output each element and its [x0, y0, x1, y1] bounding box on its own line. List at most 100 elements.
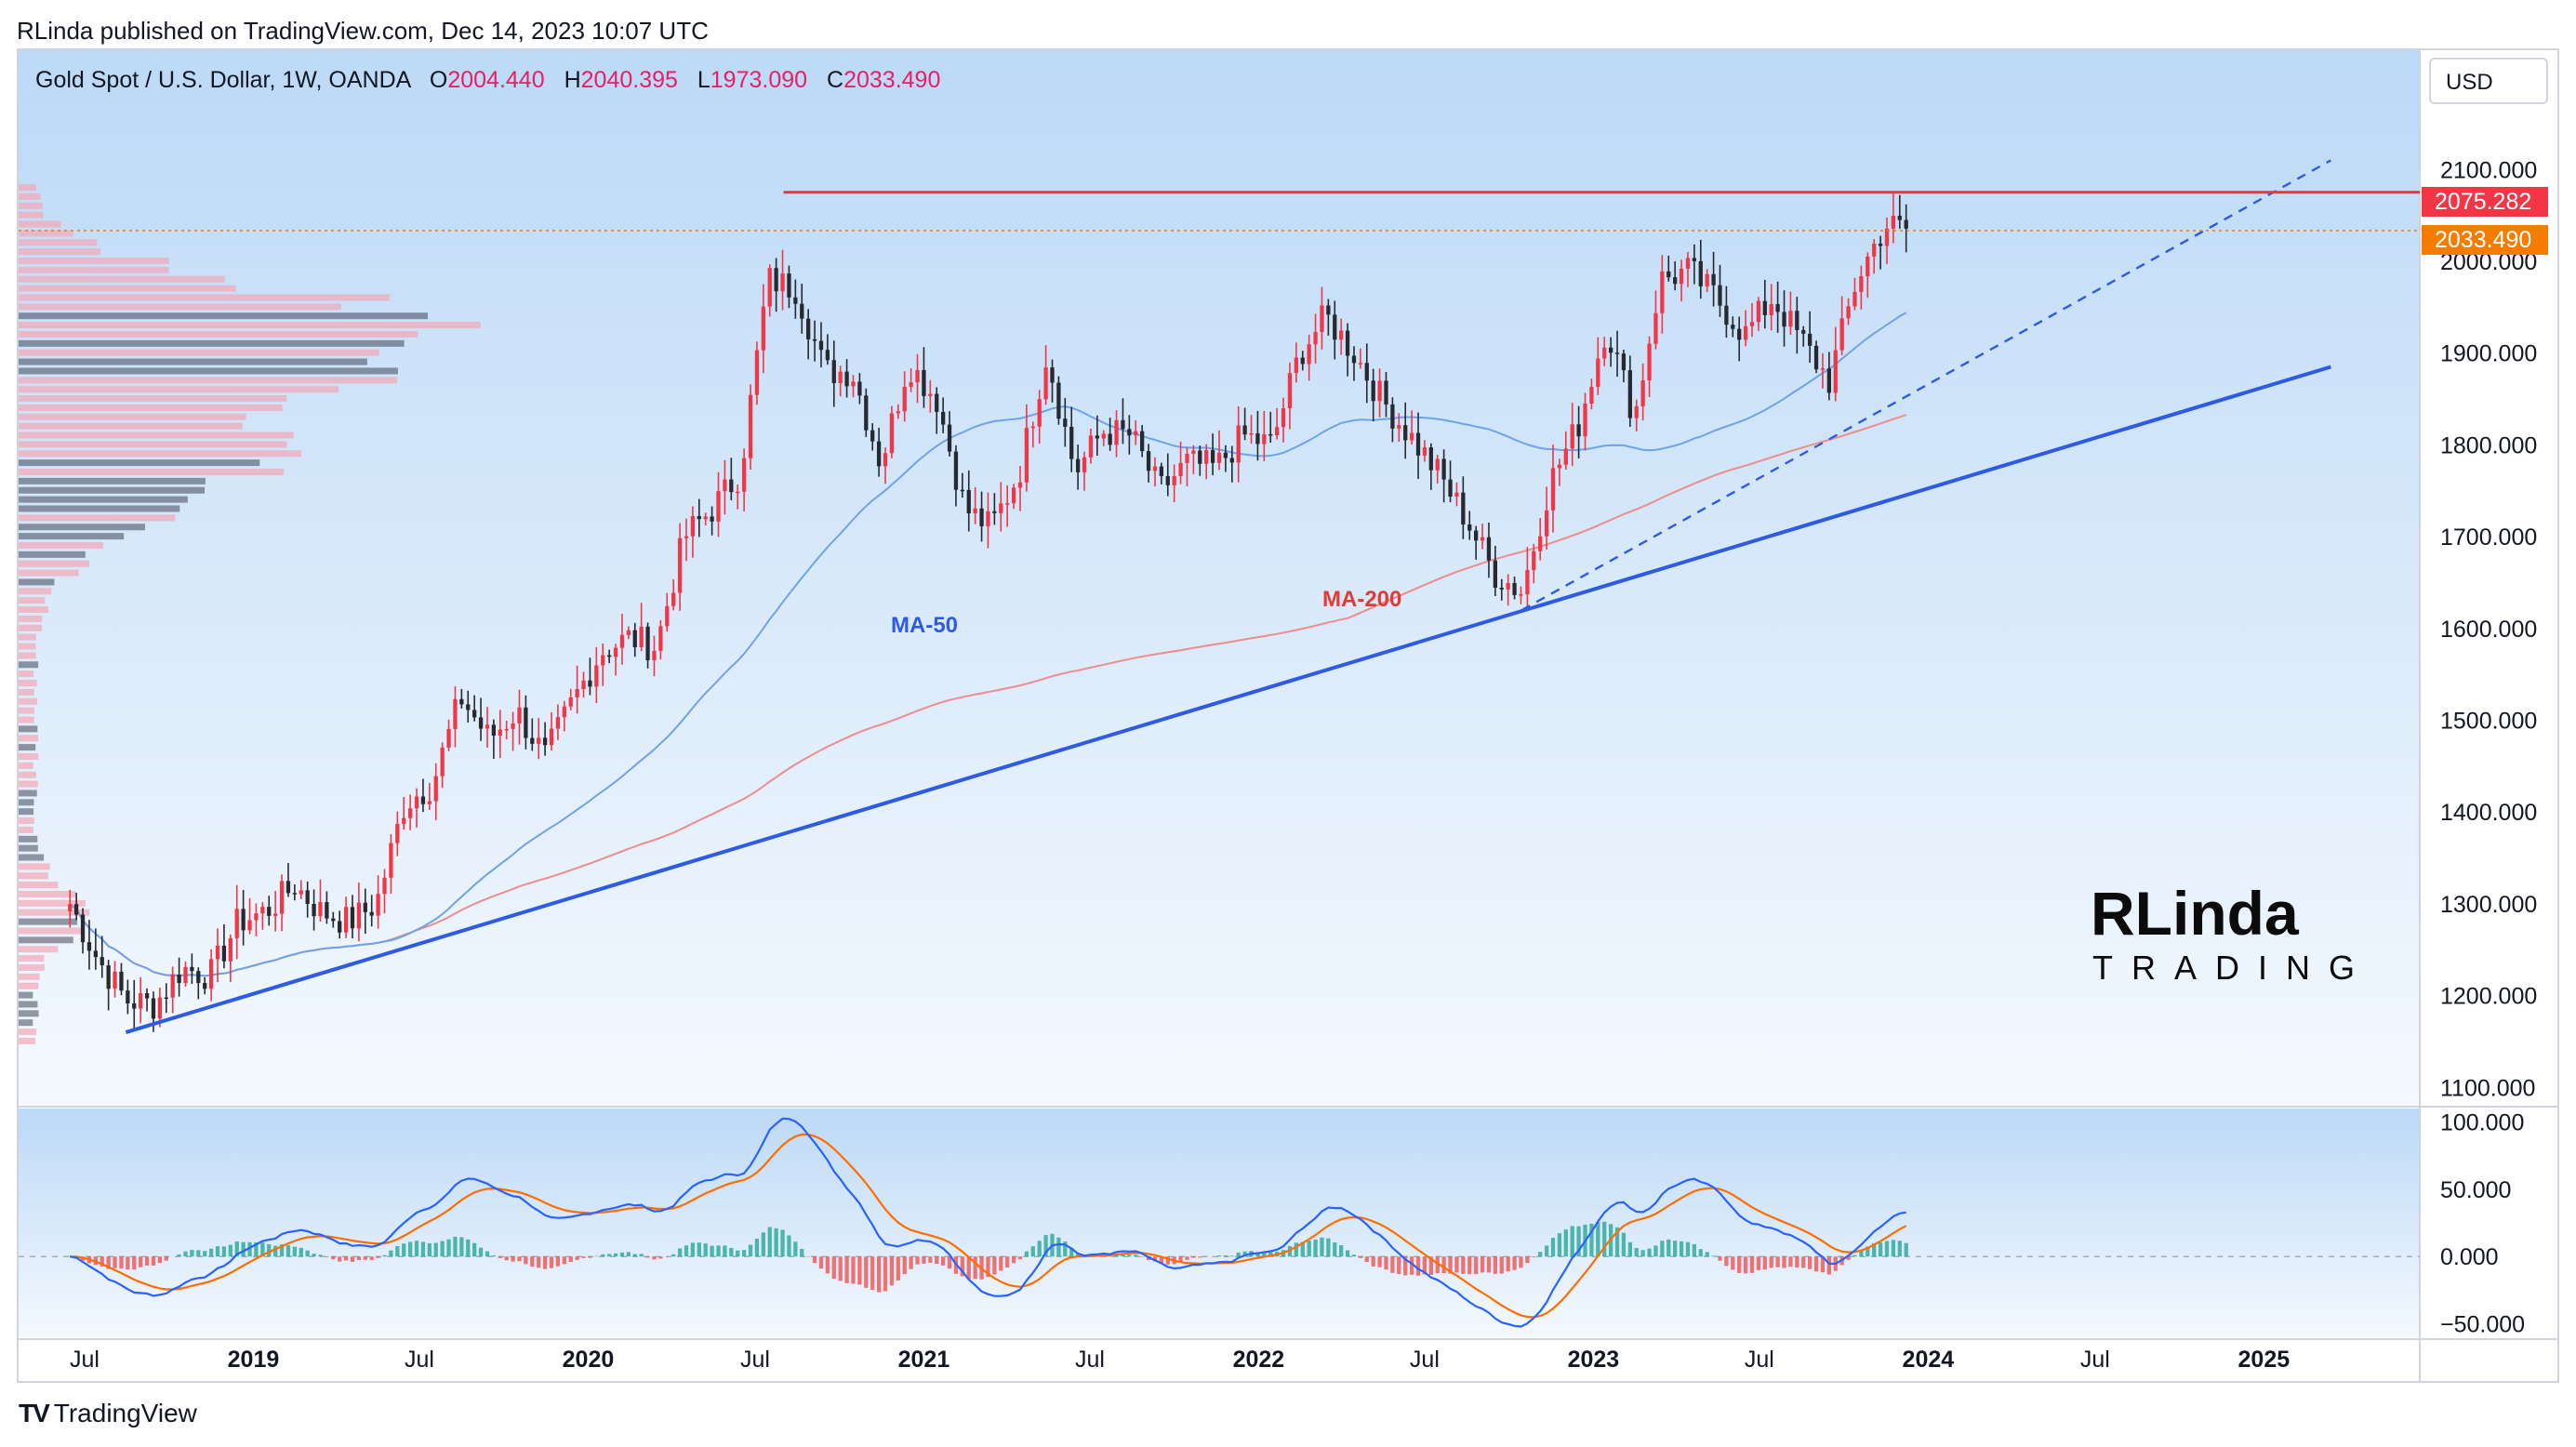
candle-body [472, 710, 477, 718]
macd-histogram-bar [126, 1256, 130, 1270]
candle-body [267, 907, 272, 916]
candle-body [1075, 458, 1081, 472]
price-axis[interactable]: 1100.000 1200.000 1300.000 1400.000 1500.000… [2440, 157, 2537, 1101]
macd-histogram-bar [1775, 1256, 1780, 1268]
candle-body [1229, 458, 1234, 463]
candle-body [671, 592, 676, 606]
candle-body [331, 918, 336, 922]
ma50-line [69, 312, 1907, 977]
candle-body [736, 491, 740, 494]
candle-body [1069, 426, 1074, 459]
price-tick-label: 1700.000 [2440, 524, 2537, 551]
candle-body [1454, 492, 1459, 498]
macd-histogram-bar [632, 1254, 637, 1257]
volume-profile-bar [19, 725, 38, 733]
macd-histogram-bar [1673, 1241, 1678, 1257]
macd-histogram-bar [857, 1256, 862, 1285]
time-axis[interactable]: Jul 2019 Jul 2020 Jul 2021 Jul 2022 Jul 2023 Jul 20… [70, 1347, 2290, 1373]
candle-body [1108, 433, 1112, 445]
macd-histogram-bar [1441, 1256, 1446, 1273]
candle-body [151, 998, 156, 1019]
candle-body [350, 907, 355, 929]
macd-histogram-bar [1653, 1245, 1658, 1257]
volume-profile-bar [19, 441, 287, 448]
macd-histogram-bar [1242, 1251, 1247, 1257]
ascending-trendline[interactable] [125, 365, 2331, 1034]
macd-histogram-bar [234, 1241, 239, 1257]
volume-profile-bar [19, 220, 61, 228]
candle-body [1422, 447, 1427, 456]
macd-histogram-bar [1435, 1256, 1440, 1274]
macd-tick-label: 0.000 [2440, 1244, 2499, 1270]
candle-body [902, 386, 907, 412]
candle-body [325, 902, 329, 919]
candle-body [831, 360, 836, 384]
macd-histogram-bar [1614, 1227, 1620, 1257]
macd-histogram-bar [1005, 1256, 1010, 1268]
volume-profile-bar [19, 744, 36, 751]
candle-body [1178, 462, 1183, 477]
macd-histogram-bar [883, 1256, 888, 1292]
macd-histogram-bar [267, 1243, 272, 1257]
price-tick-label: 1600.000 [2440, 617, 2537, 643]
candle-body [1813, 345, 1819, 370]
candle-body [132, 1002, 137, 1009]
macd-histogram-bar [1660, 1241, 1665, 1257]
volume-profile-bar [19, 597, 46, 604]
dashed-support-trendline[interactable] [1520, 159, 2331, 612]
macd-histogram-bar [292, 1246, 298, 1257]
candle-body [1904, 219, 1908, 229]
macd-histogram-bar [966, 1256, 971, 1280]
macd-histogram-bar [1178, 1256, 1183, 1263]
macd-histogram-bar [619, 1252, 625, 1257]
volume-profile-bar [19, 211, 44, 219]
macd-histogram-bar [356, 1256, 362, 1261]
candle-body [1037, 399, 1042, 427]
candle-body [716, 491, 721, 522]
tradingview-footer[interactable]: TV TradingView [19, 1399, 197, 1428]
macd-histogram-bar [1377, 1256, 1382, 1268]
macd-histogram-bar [1820, 1256, 1826, 1273]
macd-histogram-bar [1448, 1256, 1453, 1274]
candle-body [376, 894, 380, 916]
macd-histogram-bar [870, 1256, 875, 1290]
candle-body [1159, 466, 1164, 477]
macd-histogram-bar [1718, 1256, 1722, 1261]
volume-profile-bar [19, 817, 34, 825]
candle-body [1660, 271, 1665, 313]
candle-body [1262, 433, 1267, 445]
candle-body [1679, 268, 1684, 285]
high-label: H [564, 67, 581, 93]
drawn-lines[interactable] [19, 159, 2420, 1034]
macd-histogram-bar [183, 1251, 188, 1257]
candle-body [1731, 325, 1735, 329]
macd-histogram-bar [915, 1256, 920, 1265]
macd-histogram-bar [1737, 1256, 1742, 1273]
macd-histogram-bar [1589, 1223, 1594, 1257]
candle-body [575, 688, 579, 697]
candle-body [1428, 447, 1433, 471]
symbol-name[interactable]: Gold Spot / U.S. Dollar, 1W, OANDA [35, 67, 410, 93]
macd-histogram-bar [1711, 1255, 1716, 1257]
macd-histogram-bar [1326, 1238, 1331, 1257]
macd-histogram-bar [1422, 1256, 1427, 1275]
macd-histogram-bar [1679, 1241, 1684, 1257]
publisher-line: RLinda published on TradingView.com, Dec… [17, 17, 709, 45]
macd-tick-label: 50.000 [2440, 1177, 2511, 1203]
candle-body [1114, 419, 1119, 445]
volume-profile-bar [19, 1037, 35, 1044]
macd-histogram-bar [581, 1256, 586, 1258]
candle-body [1486, 537, 1492, 561]
candle-body [665, 605, 670, 627]
volume-profile-bar [19, 1019, 33, 1027]
macd-histogram-bar [1705, 1252, 1709, 1257]
candle-body [1602, 347, 1607, 359]
candle-body [555, 717, 561, 729]
macd-histogram-bar [761, 1232, 765, 1257]
candle-body [312, 903, 316, 917]
volume-profile-bar [19, 624, 42, 631]
currency-button[interactable]: USD [2429, 58, 2548, 104]
volume-profile-bar [19, 955, 45, 962]
candle-body [1140, 431, 1145, 452]
